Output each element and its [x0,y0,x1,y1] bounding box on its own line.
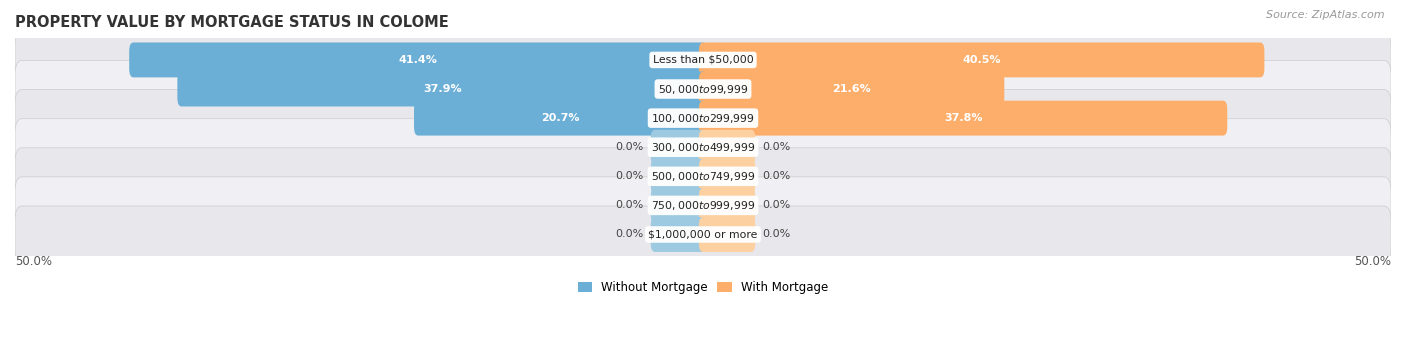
Text: $1,000,000 or more: $1,000,000 or more [648,230,758,239]
Text: 0.0%: 0.0% [616,171,644,181]
Text: 0.0%: 0.0% [762,230,790,239]
Text: $100,000 to $299,999: $100,000 to $299,999 [651,112,755,125]
Text: 50.0%: 50.0% [1354,255,1391,268]
FancyBboxPatch shape [15,90,1391,147]
Text: 0.0%: 0.0% [762,200,790,210]
FancyBboxPatch shape [699,71,1004,106]
FancyBboxPatch shape [15,119,1391,176]
Text: $500,000 to $749,999: $500,000 to $749,999 [651,170,755,183]
FancyBboxPatch shape [15,31,1391,88]
FancyBboxPatch shape [15,148,1391,205]
Text: 37.9%: 37.9% [423,84,461,94]
Text: Less than $50,000: Less than $50,000 [652,55,754,65]
FancyBboxPatch shape [699,101,1227,136]
FancyBboxPatch shape [15,61,1391,118]
FancyBboxPatch shape [15,177,1391,234]
FancyBboxPatch shape [699,159,755,194]
Text: 0.0%: 0.0% [762,171,790,181]
FancyBboxPatch shape [699,188,755,223]
Legend: Without Mortgage, With Mortgage: Without Mortgage, With Mortgage [574,276,832,299]
Text: 37.8%: 37.8% [943,113,983,123]
Text: 20.7%: 20.7% [541,113,579,123]
FancyBboxPatch shape [651,130,707,165]
Text: 21.6%: 21.6% [832,84,870,94]
Text: $50,000 to $99,999: $50,000 to $99,999 [658,83,748,96]
Text: 50.0%: 50.0% [15,255,52,268]
Text: 41.4%: 41.4% [399,55,437,65]
Text: 0.0%: 0.0% [616,230,644,239]
FancyBboxPatch shape [651,159,707,194]
FancyBboxPatch shape [651,188,707,223]
Text: 40.5%: 40.5% [962,55,1001,65]
FancyBboxPatch shape [413,101,707,136]
Text: $300,000 to $499,999: $300,000 to $499,999 [651,141,755,154]
Text: 0.0%: 0.0% [616,142,644,152]
FancyBboxPatch shape [651,217,707,252]
Text: 0.0%: 0.0% [762,142,790,152]
FancyBboxPatch shape [699,42,1264,78]
Text: $750,000 to $999,999: $750,000 to $999,999 [651,199,755,212]
FancyBboxPatch shape [15,206,1391,263]
Text: Source: ZipAtlas.com: Source: ZipAtlas.com [1267,10,1385,20]
FancyBboxPatch shape [699,217,755,252]
FancyBboxPatch shape [177,71,707,106]
FancyBboxPatch shape [129,42,707,78]
Text: PROPERTY VALUE BY MORTGAGE STATUS IN COLOME: PROPERTY VALUE BY MORTGAGE STATUS IN COL… [15,15,449,30]
Text: 0.0%: 0.0% [616,200,644,210]
FancyBboxPatch shape [699,130,755,165]
